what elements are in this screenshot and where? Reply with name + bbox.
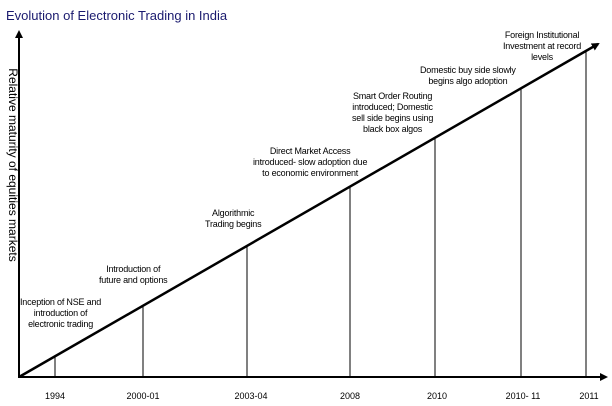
diagram-title: Evolution of Electronic Trading in India bbox=[6, 8, 228, 23]
event-label-2010-11: Domestic buy side slowly begins algo adop… bbox=[420, 65, 516, 86]
year-label: 2010- 11 bbox=[505, 391, 541, 401]
year-label: 1994 bbox=[44, 391, 66, 401]
year-label: 2011 bbox=[579, 391, 599, 401]
year-label: 2000-01 bbox=[126, 391, 160, 401]
year-label: 2010 bbox=[426, 391, 448, 401]
event-label-2000-01: Introduction of future and options bbox=[99, 264, 168, 285]
event-label-2003-04: Algorithmic Trading begins bbox=[205, 208, 262, 229]
year-label: 2008 bbox=[339, 391, 361, 401]
event-label-1994: Inception of NSE and introduction of elect… bbox=[20, 297, 102, 329]
trend-arrow bbox=[18, 42, 600, 379]
event-label-2010: Smart Order Routing introduced; Domestic s… bbox=[352, 91, 434, 134]
event-label-2008: Direct Market Access introduced- slow ado… bbox=[253, 146, 368, 178]
event-label-2011: Foreign Institutional Investment at recor… bbox=[503, 30, 582, 62]
year-label: 2003-04 bbox=[234, 391, 268, 401]
